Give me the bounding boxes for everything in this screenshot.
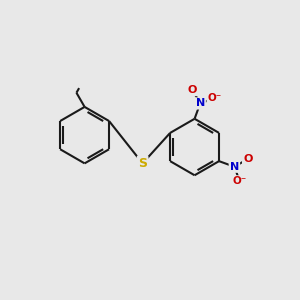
Text: O⁻: O⁻	[208, 93, 222, 103]
Text: O: O	[188, 85, 197, 95]
Text: N: N	[196, 98, 205, 108]
Text: N: N	[230, 162, 239, 172]
Text: S: S	[138, 157, 147, 170]
Text: O: O	[243, 154, 253, 164]
Text: S: S	[138, 157, 147, 170]
Text: O⁻: O⁻	[232, 176, 247, 186]
